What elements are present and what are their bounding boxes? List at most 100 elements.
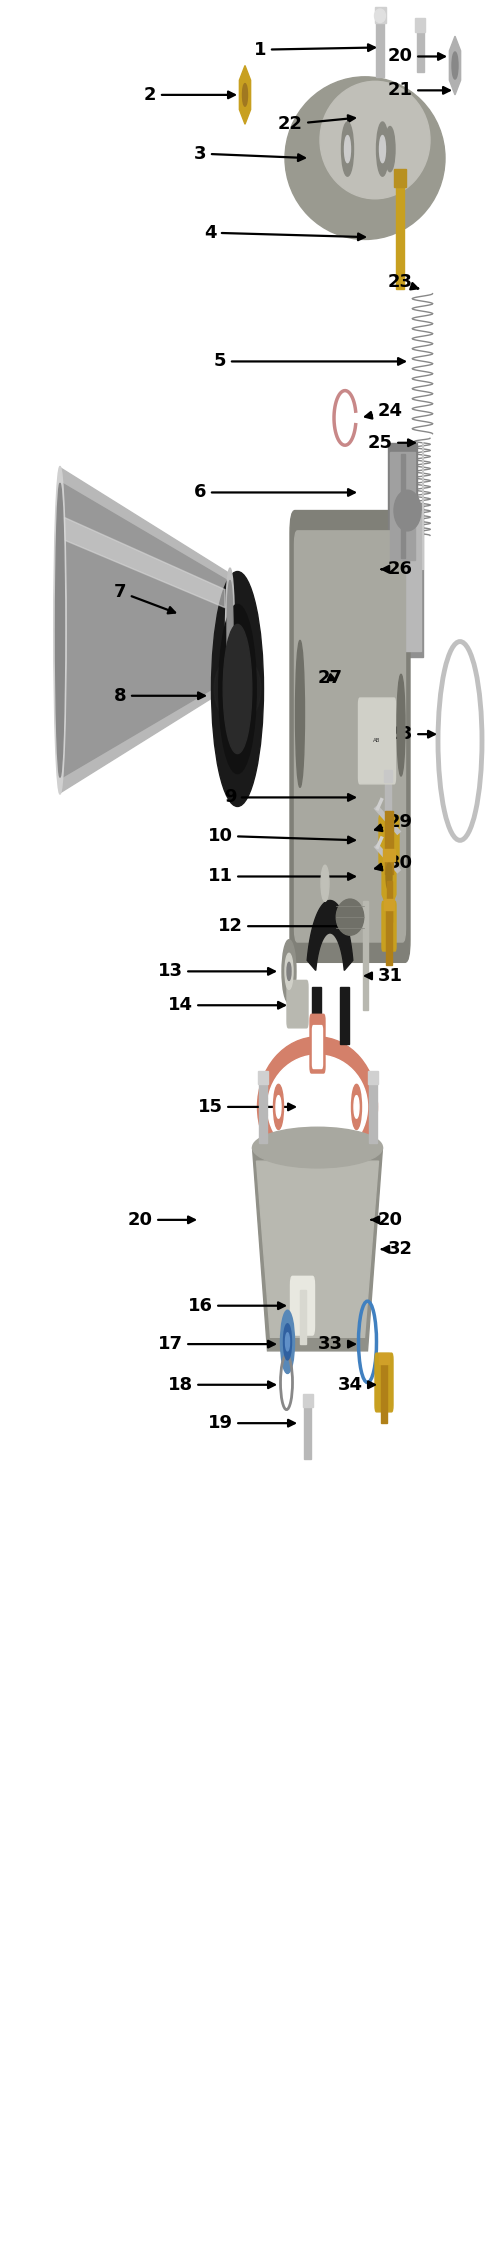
Ellipse shape <box>214 653 261 725</box>
Bar <box>258 1080 266 1143</box>
Circle shape <box>380 136 386 163</box>
Ellipse shape <box>285 77 445 239</box>
FancyBboxPatch shape <box>379 815 399 865</box>
Text: 1: 1 <box>254 41 374 59</box>
Bar <box>388 443 417 569</box>
Text: 18: 18 <box>168 1376 274 1394</box>
Bar <box>394 169 406 187</box>
FancyBboxPatch shape <box>294 531 406 942</box>
Ellipse shape <box>296 639 304 786</box>
Text: 26: 26 <box>382 560 412 578</box>
Text: 8: 8 <box>114 687 204 705</box>
Bar <box>390 452 415 560</box>
Text: 14: 14 <box>168 996 284 1014</box>
Ellipse shape <box>227 581 233 680</box>
Bar <box>379 1353 389 1364</box>
Ellipse shape <box>394 490 421 531</box>
Polygon shape <box>256 1161 378 1337</box>
Bar <box>385 811 393 874</box>
Bar <box>374 7 386 23</box>
Text: 13: 13 <box>158 962 274 980</box>
Circle shape <box>287 962 291 980</box>
Text: 6: 6 <box>194 483 354 501</box>
Text: 22: 22 <box>278 115 355 133</box>
Circle shape <box>274 1084 283 1130</box>
Text: 31: 31 <box>366 967 403 985</box>
Bar <box>384 899 394 910</box>
Circle shape <box>242 84 248 106</box>
Circle shape <box>452 52 458 79</box>
Text: 15: 15 <box>198 1098 294 1116</box>
Polygon shape <box>252 1148 382 1351</box>
Text: 16: 16 <box>188 1297 284 1315</box>
Circle shape <box>342 122 353 176</box>
Bar <box>384 770 392 782</box>
Polygon shape <box>64 517 225 608</box>
Text: AB: AB <box>373 739 380 743</box>
Ellipse shape <box>268 1055 368 1159</box>
Bar <box>368 1080 376 1143</box>
Bar <box>340 987 349 1044</box>
FancyBboxPatch shape <box>358 698 396 784</box>
Circle shape <box>219 605 256 773</box>
Ellipse shape <box>397 673 405 777</box>
Circle shape <box>386 863 392 890</box>
Circle shape <box>321 865 329 901</box>
Circle shape <box>284 1324 292 1360</box>
Ellipse shape <box>320 81 430 199</box>
Text: 5: 5 <box>214 352 404 370</box>
Polygon shape <box>307 901 353 971</box>
Circle shape <box>282 940 296 1003</box>
Ellipse shape <box>374 9 386 23</box>
Text: 29: 29 <box>375 813 412 831</box>
Text: 28: 28 <box>388 725 434 743</box>
Circle shape <box>276 1096 281 1118</box>
Bar <box>383 849 395 861</box>
Circle shape <box>223 623 252 755</box>
Text: 12: 12 <box>218 917 354 935</box>
Text: 32: 32 <box>382 1240 412 1258</box>
Bar <box>312 987 320 1044</box>
Circle shape <box>385 127 395 172</box>
Bar <box>386 881 392 922</box>
Text: 17: 17 <box>158 1335 274 1353</box>
Circle shape <box>285 953 293 989</box>
Bar <box>376 18 384 77</box>
Bar <box>302 1394 312 1407</box>
Polygon shape <box>62 483 228 777</box>
Text: 21: 21 <box>388 81 450 99</box>
Circle shape <box>354 1096 359 1118</box>
FancyBboxPatch shape <box>290 511 410 962</box>
Bar <box>368 1071 378 1084</box>
Text: 24: 24 <box>365 402 403 420</box>
Text: 27: 27 <box>318 669 342 687</box>
FancyBboxPatch shape <box>290 1276 314 1335</box>
Bar <box>386 906 392 965</box>
Ellipse shape <box>252 1127 382 1168</box>
Polygon shape <box>60 468 230 793</box>
Text: 30: 30 <box>375 854 412 872</box>
Ellipse shape <box>336 899 364 935</box>
Bar <box>304 1403 311 1459</box>
FancyBboxPatch shape <box>310 1014 325 1073</box>
Bar <box>396 176 404 289</box>
Text: 23: 23 <box>388 273 418 291</box>
Text: 33: 33 <box>318 1335 354 1353</box>
Bar <box>392 504 422 657</box>
FancyBboxPatch shape <box>382 901 396 951</box>
Circle shape <box>344 136 350 163</box>
Circle shape <box>352 1084 362 1130</box>
Circle shape <box>286 1333 290 1351</box>
FancyBboxPatch shape <box>312 1026 322 1069</box>
Bar <box>416 27 424 72</box>
Ellipse shape <box>54 468 66 793</box>
Circle shape <box>376 122 388 176</box>
Text: 11: 11 <box>208 867 354 886</box>
Bar <box>400 454 404 558</box>
Text: 7: 7 <box>114 583 175 614</box>
Text: 3: 3 <box>194 145 304 163</box>
Bar <box>258 1071 268 1084</box>
Ellipse shape <box>56 483 64 777</box>
Bar <box>362 901 368 1010</box>
Text: 25: 25 <box>368 434 414 452</box>
